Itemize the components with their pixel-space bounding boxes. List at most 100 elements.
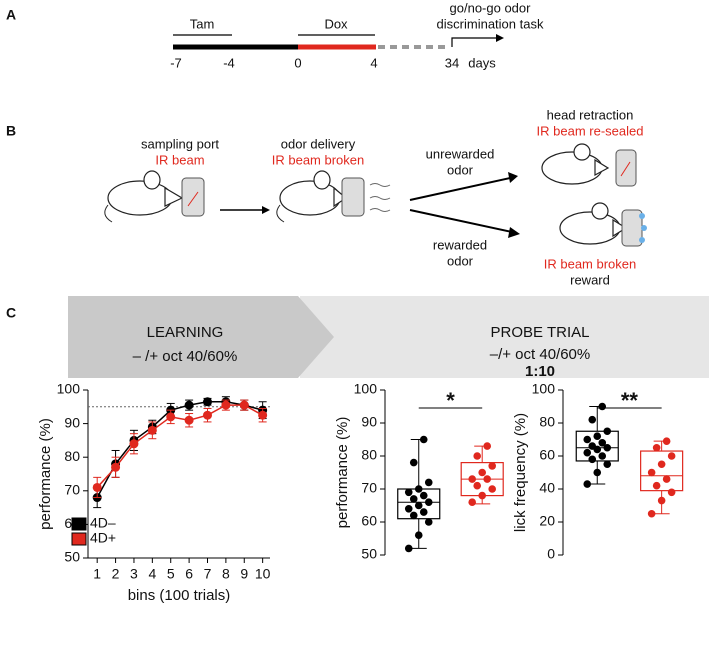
point bbox=[588, 442, 597, 450]
y-tick-label: 100 bbox=[532, 381, 556, 397]
y-tick-label: 70 bbox=[361, 480, 377, 496]
legend-label: 4D+ bbox=[90, 530, 116, 546]
point bbox=[652, 443, 661, 452]
day-unit: days bbox=[468, 55, 496, 70]
stage-beam: IR beam broken bbox=[272, 152, 365, 167]
point bbox=[424, 498, 433, 507]
day-tick: 34 bbox=[445, 55, 459, 70]
day-tick: 0 bbox=[294, 55, 301, 70]
point bbox=[414, 531, 423, 539]
y-axis-label: lick frequency (%) bbox=[512, 413, 529, 532]
task-arrow bbox=[451, 37, 496, 47]
port bbox=[341, 177, 391, 217]
point bbox=[147, 425, 157, 435]
arrow-head bbox=[508, 227, 520, 238]
stage-title: sampling port bbox=[141, 136, 219, 151]
phase-title: PROBE TRIAL bbox=[491, 324, 590, 341]
point bbox=[409, 511, 418, 520]
point bbox=[588, 455, 597, 464]
task-label: discrimination task bbox=[437, 16, 544, 31]
x-axis-label: bins (100 trials) bbox=[128, 587, 231, 604]
stage-beam: IR beam broken bbox=[544, 256, 637, 271]
panel-label: C bbox=[6, 305, 16, 321]
point bbox=[111, 462, 121, 472]
y-tick-label: 60 bbox=[361, 513, 377, 529]
treatment: Dox bbox=[324, 16, 348, 31]
x-tick-label: 4 bbox=[148, 566, 156, 582]
stage-title: head retraction bbox=[547, 107, 634, 122]
point bbox=[404, 544, 413, 553]
point bbox=[404, 488, 413, 497]
point bbox=[488, 485, 497, 493]
point bbox=[129, 439, 139, 449]
point bbox=[598, 402, 607, 411]
branch-label: odor bbox=[447, 162, 474, 177]
point bbox=[92, 482, 102, 492]
arrow-head bbox=[262, 206, 270, 214]
legend-swatch bbox=[71, 532, 87, 546]
point bbox=[603, 443, 612, 452]
mouse bbox=[541, 143, 610, 185]
y-tick-label: 70 bbox=[64, 482, 80, 498]
legend-swatch bbox=[71, 517, 87, 531]
point bbox=[667, 488, 676, 497]
point bbox=[662, 437, 671, 445]
point bbox=[184, 415, 194, 425]
y-tick-label: 0 bbox=[547, 546, 555, 562]
point bbox=[603, 460, 612, 469]
point bbox=[424, 518, 433, 526]
point bbox=[468, 475, 477, 483]
x-tick-label: 1 bbox=[93, 566, 101, 582]
y-tick-label: 40 bbox=[539, 480, 555, 496]
x-tick-label: 3 bbox=[130, 566, 138, 582]
panel-label: B bbox=[6, 123, 16, 139]
phase-ratio: 1:10 bbox=[525, 363, 555, 380]
mouse bbox=[104, 170, 184, 223]
y-tick-label: 60 bbox=[539, 447, 555, 463]
arrow bbox=[409, 177, 511, 201]
point bbox=[473, 452, 482, 460]
point bbox=[184, 400, 194, 410]
point bbox=[593, 432, 602, 441]
point bbox=[483, 442, 492, 450]
point bbox=[667, 452, 676, 460]
mouse bbox=[276, 170, 348, 223]
port bbox=[181, 177, 205, 217]
point bbox=[414, 485, 423, 493]
point bbox=[583, 448, 592, 457]
point bbox=[657, 496, 666, 505]
x-tick-label: 9 bbox=[240, 566, 248, 582]
point bbox=[409, 458, 418, 467]
x-tick-label: 5 bbox=[167, 566, 175, 582]
point bbox=[468, 498, 477, 507]
arrow-head bbox=[508, 172, 518, 183]
point bbox=[478, 468, 487, 477]
point bbox=[166, 412, 176, 422]
branch-label: rewarded bbox=[433, 237, 487, 252]
point bbox=[657, 460, 666, 469]
stage-beam: IR beam bbox=[155, 152, 204, 167]
point bbox=[409, 495, 418, 503]
point bbox=[647, 509, 656, 518]
point bbox=[598, 452, 607, 460]
y-tick-label: 20 bbox=[539, 513, 555, 529]
y-tick-label: 100 bbox=[57, 381, 81, 397]
phase-title: LEARNING bbox=[147, 324, 224, 341]
arrow bbox=[409, 209, 513, 233]
point bbox=[221, 400, 231, 410]
y-tick-label: 80 bbox=[539, 414, 555, 430]
day-tick: 4 bbox=[370, 55, 377, 70]
point bbox=[473, 481, 482, 490]
point bbox=[419, 491, 428, 500]
point bbox=[202, 410, 212, 420]
point bbox=[424, 478, 433, 487]
legend-label: 4D– bbox=[90, 515, 116, 531]
y-tick-label: 90 bbox=[64, 414, 80, 430]
point bbox=[647, 468, 656, 477]
series-line bbox=[96, 404, 264, 488]
y-axis-label: performance (%) bbox=[37, 418, 54, 530]
panel-label: A bbox=[6, 7, 16, 23]
x-tick-label: 10 bbox=[255, 566, 271, 582]
y-tick-label: 90 bbox=[361, 414, 377, 430]
